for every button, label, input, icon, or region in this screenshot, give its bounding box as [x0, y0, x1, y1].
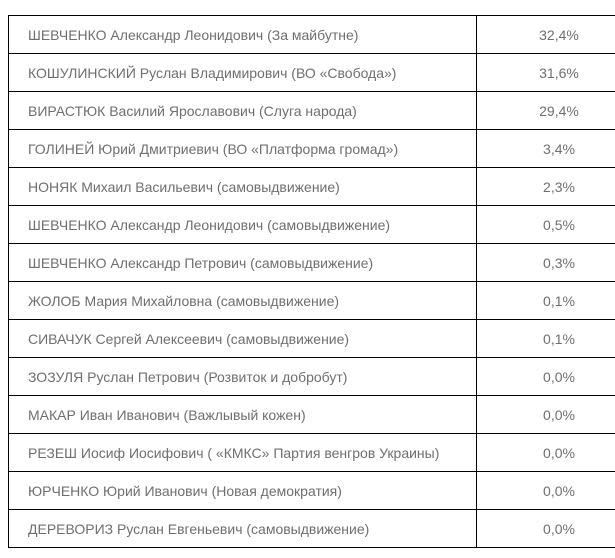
table-row: ЖОЛОБ Мария Михайловна (самовыдвижение) …	[8, 281, 615, 320]
results-table-body: ШЕВЧЕНКО Александр Леонидович (За майбут…	[8, 15, 615, 548]
candidate-name-cell: ЖОЛОБ Мария Михайловна (самовыдвижение)	[8, 281, 477, 320]
table-row: ШЕВЧЕНКО Александр Леонидович (самовыдви…	[8, 205, 615, 244]
results-table: ШЕВЧЕНКО Александр Леонидович (За майбут…	[8, 15, 615, 548]
candidate-percent-cell: 0,1%	[476, 319, 615, 358]
candidate-name-cell: СИВАЧУК Сергей Алексеевич (самовыдвижени…	[8, 319, 477, 358]
candidate-percent-cell: 0,0%	[476, 357, 615, 396]
candidate-percent-cell: 0,1%	[476, 281, 615, 320]
candidate-percent-cell: 0,3%	[476, 243, 615, 282]
candidate-percent-cell: 0,0%	[476, 433, 615, 472]
candidate-percent-cell: 32,4%	[476, 15, 615, 54]
candidate-percent-cell: 2,3%	[476, 167, 615, 206]
candidate-name-cell: КОШУЛИНСКИЙ Руслан Владимирович (ВО «Сво…	[8, 53, 477, 92]
candidate-name-cell: РЕЗЕШ Иосиф Иосифович ( «КМКС» Партия ве…	[8, 433, 477, 472]
table-row: ДЕРЕВОРИЗ Руслан Евгеньевич (самовыдвиже…	[8, 509, 615, 548]
candidate-name-cell: ШЕВЧЕНКО Александр Леонидович (За майбут…	[8, 15, 477, 54]
candidate-percent-cell: 0,5%	[476, 205, 615, 244]
table-row: НОНЯК Михаил Васильевич (самовыдвижение)…	[8, 167, 615, 206]
candidate-name-cell: ДЕРЕВОРИЗ Руслан Евгеньевич (самовыдвиже…	[8, 509, 477, 548]
candidate-name-cell: ЮРЧЕНКО Юрий Иванович (Новая демократия)	[8, 471, 477, 510]
candidate-name-cell: ВИРАСТЮК Василий Ярославович (Слуга наро…	[8, 91, 477, 130]
table-row: МАКАР Иван Иванович (Важлывый кожен) 0,0…	[8, 395, 615, 434]
candidate-percent-cell: 0,0%	[476, 471, 615, 510]
candidate-name-cell: ШЕВЧЕНКО Александр Петрович (самовыдвиже…	[8, 243, 477, 282]
candidate-percent-cell: 31,6%	[476, 53, 615, 92]
candidate-name-cell: ГОЛИНЕЙ Юрий Дмитриевич (ВО «Платформа г…	[8, 129, 477, 168]
table-row: КОШУЛИНСКИЙ Руслан Владимирович (ВО «Сво…	[8, 53, 615, 92]
candidate-percent-cell: 29,4%	[476, 91, 615, 130]
candidate-percent-cell: 3,4%	[476, 129, 615, 168]
table-row: ГОЛИНЕЙ Юрий Дмитриевич (ВО «Платформа г…	[8, 129, 615, 168]
table-row: РЕЗЕШ Иосиф Иосифович ( «КМКС» Партия ве…	[8, 433, 615, 472]
table-row: ЗОЗУЛЯ Руслан Петрович (Розвиток и добро…	[8, 357, 615, 396]
candidate-name-cell: ЗОЗУЛЯ Руслан Петрович (Розвиток и добро…	[8, 357, 477, 396]
candidate-name-cell: НОНЯК Михаил Васильевич (самовыдвижение)	[8, 167, 477, 206]
candidate-name-cell: МАКАР Иван Иванович (Важлывый кожен)	[8, 395, 477, 434]
results-table-container: ШЕВЧЕНКО Александр Леонидович (За майбут…	[8, 15, 615, 548]
table-row: ШЕВЧЕНКО Александр Петрович (самовыдвиже…	[8, 243, 615, 282]
table-row: ШЕВЧЕНКО Александр Леонидович (За майбут…	[8, 15, 615, 54]
table-row: ВИРАСТЮК Василий Ярославович (Слуга наро…	[8, 91, 615, 130]
table-row: ЮРЧЕНКО Юрий Иванович (Новая демократия)…	[8, 471, 615, 510]
candidate-percent-cell: 0,0%	[476, 509, 615, 548]
candidate-name-cell: ШЕВЧЕНКО Александр Леонидович (самовыдви…	[8, 205, 477, 244]
candidate-percent-cell: 0,0%	[476, 395, 615, 434]
table-row: СИВАЧУК Сергей Алексеевич (самовыдвижени…	[8, 319, 615, 358]
